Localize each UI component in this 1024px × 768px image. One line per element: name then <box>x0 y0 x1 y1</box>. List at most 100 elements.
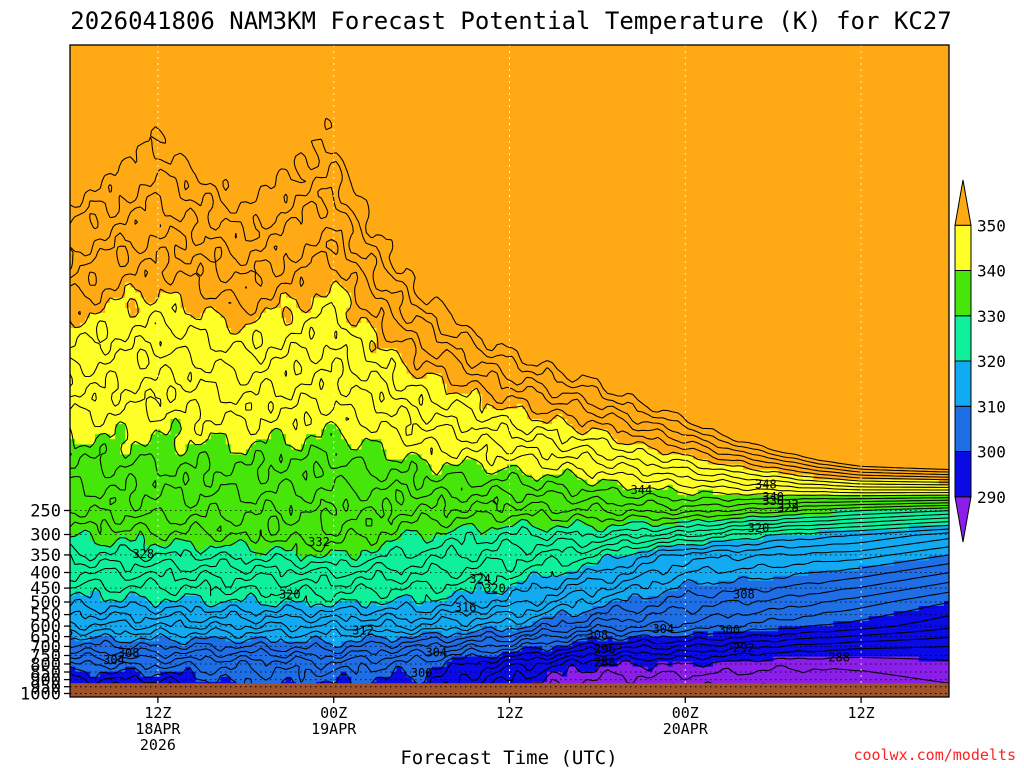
heatmap-cell <box>70 676 197 683</box>
heatmap-cell <box>100 590 131 597</box>
heatmap-cell <box>70 292 126 299</box>
heatmap-cell <box>95 540 116 546</box>
heatmap-cell <box>125 429 156 435</box>
heatmap-cell <box>371 348 377 354</box>
y-tick-label: 300 <box>30 526 61 546</box>
heatmap-cell <box>280 429 322 435</box>
heatmap-cell <box>105 302 126 309</box>
heatmap-cell <box>562 413 949 420</box>
heatmap-cell <box>743 515 949 521</box>
heatmap-cell <box>280 545 383 552</box>
heatmap-cell <box>567 570 809 577</box>
heatmap-cell <box>717 580 949 587</box>
heatmap-cell <box>476 459 709 466</box>
heatmap-cell <box>180 429 272 435</box>
heatmap-cell <box>386 540 709 546</box>
heatmap-cell <box>451 656 774 663</box>
heatmap-cell <box>557 611 568 617</box>
heatmap-cell <box>120 444 131 450</box>
contour-label: 308 <box>587 628 609 642</box>
heatmap-cell <box>155 297 182 304</box>
heatmap-cell <box>401 353 949 359</box>
heatmap-cell <box>396 348 949 354</box>
heatmap-cell <box>70 606 593 612</box>
heatmap-cell <box>707 459 949 466</box>
colorbar-segment <box>954 360 972 407</box>
heatmap-cell <box>180 302 282 309</box>
heatmap-cell <box>592 525 609 531</box>
heatmap-cell <box>285 317 292 324</box>
heatmap-cell <box>446 595 629 602</box>
heatmap-cell <box>311 302 352 309</box>
heatmap-cell <box>326 424 337 430</box>
heatmap-cell <box>552 419 568 425</box>
heatmap-cell <box>95 434 111 440</box>
heatmap-cell <box>371 343 949 349</box>
colorbar-segment <box>954 270 972 317</box>
contour-label: 336 <box>762 494 784 508</box>
credit-link[interactable]: coolwx.com/modelts <box>853 746 1016 764</box>
heatmap-cell <box>155 636 172 642</box>
heatmap-cell <box>90 636 116 642</box>
heatmap-cell <box>411 676 428 683</box>
heatmap-cell <box>587 479 598 486</box>
heatmap-cell <box>70 110 949 117</box>
heatmap-cell <box>70 237 949 243</box>
heatmap-cell <box>125 282 131 289</box>
heatmap-cell <box>351 292 949 299</box>
heatmap-cell <box>692 454 949 461</box>
heatmap-cell <box>597 479 619 486</box>
heatmap-cell <box>70 130 949 137</box>
isotherm-lines <box>70 117 949 697</box>
heatmap-cell <box>501 651 949 658</box>
heatmap-cell <box>627 636 949 642</box>
heatmap-cell <box>481 393 949 400</box>
heatmap-cell <box>336 600 362 607</box>
heatmap-cell <box>225 439 257 445</box>
contour-label: 292 <box>733 641 755 655</box>
heatmap-cell <box>346 287 949 294</box>
heatmap-cell <box>70 70 949 76</box>
heatmap-cell <box>175 444 187 450</box>
heatmap-cell <box>75 590 81 597</box>
heatmap-cell <box>260 600 282 607</box>
heatmap-cell <box>532 570 538 577</box>
heatmap-cell <box>200 312 222 319</box>
heatmap-cell <box>396 636 588 642</box>
heatmap-cell <box>607 636 614 642</box>
heatmap-cell <box>70 373 413 380</box>
heatmap-cell <box>371 600 377 607</box>
heatmap-cell <box>346 439 362 445</box>
y-tick-label: 550 <box>30 606 61 626</box>
heatmap-cell <box>401 535 423 541</box>
heatmap-cell <box>481 464 508 471</box>
x-tick-label: 00Z <box>320 704 347 722</box>
heatmap-cell <box>441 469 488 476</box>
heatmap-cell <box>180 424 327 430</box>
contour-label: 312 <box>352 623 374 637</box>
contour-label: 320 <box>484 582 506 596</box>
x-tick-label: 19APR <box>311 720 357 738</box>
heatmap-cell <box>446 383 949 390</box>
y-tick-label: 500 <box>30 593 61 613</box>
heatmap-cell <box>301 444 352 450</box>
heatmap-cell <box>70 302 106 309</box>
isotherm-360 <box>70 117 949 471</box>
heatmap-cell <box>280 307 292 314</box>
heatmap-cell <box>351 297 949 304</box>
heatmap-cell <box>285 434 307 440</box>
heatmap-cell <box>351 555 357 562</box>
heatmap-cell <box>612 434 949 440</box>
heatmap-cell <box>150 600 162 607</box>
heatmap-cell <box>70 595 101 602</box>
y-axis: 250 3003504004505005506006507007508008509… <box>20 502 70 705</box>
heatmap-cell <box>130 449 177 455</box>
heatmap-cell <box>70 611 558 617</box>
heatmap-cell <box>70 358 403 365</box>
heatmap-cell <box>250 636 267 642</box>
heatmap-cell <box>75 636 91 642</box>
heatmap-cell <box>70 65 949 71</box>
contour-label: 324 <box>469 572 491 586</box>
isotherm-358 <box>70 160 949 473</box>
heatmap-cell <box>657 661 669 668</box>
